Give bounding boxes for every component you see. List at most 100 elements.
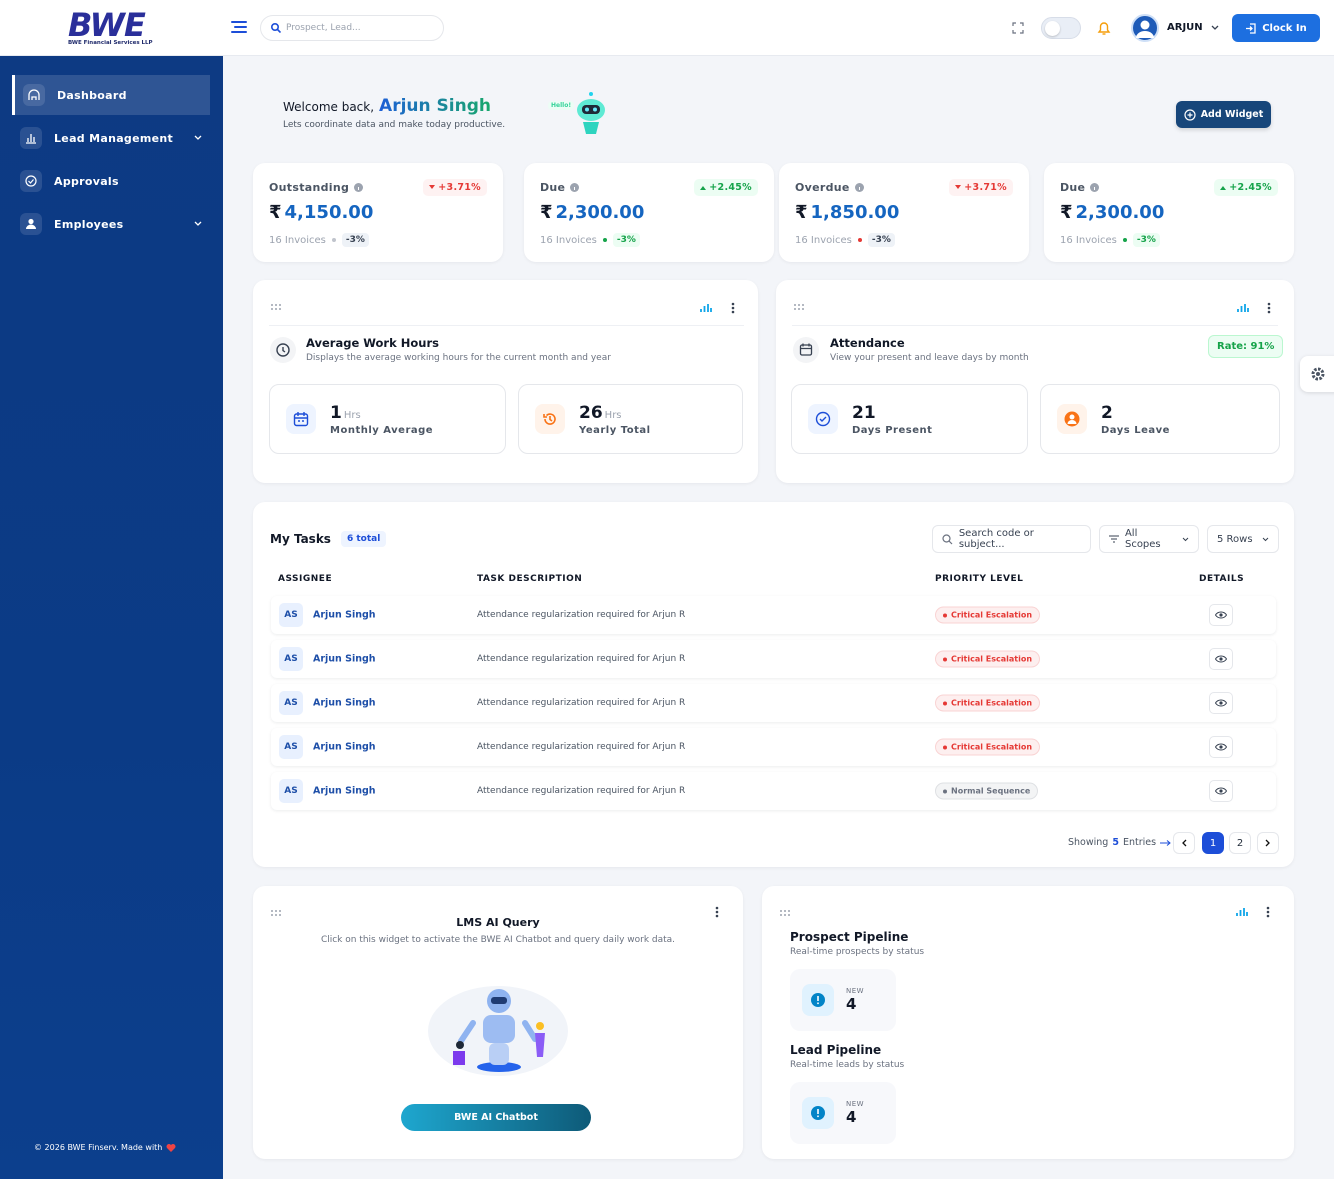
view-button[interactable]: [1209, 604, 1233, 626]
pipeline-title: Lead Pipeline: [790, 1043, 882, 1057]
page-button[interactable]: 1: [1202, 832, 1224, 854]
history-icon: [543, 413, 556, 425]
metric-text: 26 Hrs Yearly Total: [579, 403, 651, 436]
dot: [602, 238, 607, 242]
view-button[interactable]: [1209, 736, 1233, 758]
drag-handle[interactable]: [271, 304, 281, 312]
clock-in-button[interactable]: Clock In: [1232, 14, 1320, 42]
widget-title: Average Work Hours: [306, 336, 439, 350]
view-button[interactable]: [1209, 780, 1233, 802]
status-count: 4: [846, 1108, 857, 1126]
search-box[interactable]: Prospect, Lead...: [260, 15, 444, 41]
tasks-count: 6 total: [340, 531, 387, 547]
nav-item[interactable]: Approvals: [12, 161, 210, 201]
clock-in-icon: [1246, 22, 1256, 34]
dot: [1122, 238, 1127, 242]
delta: -3%: [341, 233, 369, 247]
metric-value-row: 1 Hrs: [330, 403, 433, 423]
info-icon: [354, 183, 364, 192]
eye-icon: [1215, 655, 1227, 663]
dot: [331, 238, 336, 242]
info-icon: [1090, 183, 1100, 192]
nav-label: Dashboard: [57, 88, 127, 102]
more-icon[interactable]: [715, 906, 719, 918]
avatar[interactable]: [1131, 14, 1159, 42]
badge-icon: [811, 993, 825, 1007]
widget-title: Attendance: [830, 336, 905, 350]
welcome-greeting: Welcome back,: [283, 100, 375, 114]
assignee-name: Arjun Singh: [313, 653, 376, 665]
priority-label: Normal Sequence: [951, 786, 1031, 796]
assignee-name: Arjun Singh: [313, 785, 376, 797]
toggle-knob: [1045, 21, 1060, 36]
column-header: TASK DESCRIPTION: [477, 574, 583, 584]
status-label: NEW: [846, 1100, 865, 1108]
nav-item[interactable]: Dashboard: [12, 75, 210, 115]
drag-handle[interactable]: [780, 910, 790, 918]
rows-select[interactable]: 5 Rows: [1207, 525, 1279, 553]
top-bar: BWE BWE Financial Services LLP Prospect,…: [0, 0, 1334, 56]
task-description: Attendance regularization required for A…: [477, 786, 686, 796]
eye-icon: [1215, 699, 1227, 707]
heart-icon: [166, 1144, 176, 1152]
task-search[interactable]: Search code or subject...: [932, 525, 1091, 553]
fullscreen-icon[interactable]: [1012, 22, 1024, 34]
page-prev[interactable]: [1173, 832, 1195, 854]
view-button[interactable]: [1209, 692, 1233, 714]
status-card: NEW 4: [790, 969, 896, 1031]
change-badge: +2.45%: [1214, 179, 1278, 196]
task-row: AS Arjun Singh Attendance regularization r…: [271, 596, 1276, 634]
stat-card: Due +2.45% ₹2,300.00 16 Invoices -3%: [524, 163, 774, 262]
scope-select[interactable]: All Scopes: [1099, 525, 1199, 553]
task-description: Attendance regularization required for A…: [477, 742, 686, 752]
stat-amount: ₹1,850.00: [795, 202, 1013, 223]
chart-icon[interactable]: [1237, 303, 1249, 313]
user-chevron[interactable]: [1211, 25, 1219, 31]
priority-pill: Critical Escalation: [935, 606, 1041, 624]
rows-label: 5 Rows: [1217, 533, 1253, 545]
settings-button[interactable]: [1300, 356, 1334, 392]
invoices: 16 Invoices: [1060, 234, 1117, 246]
stat-card: Due +2.45% ₹2,300.00 16 Invoices -3%: [1044, 163, 1294, 262]
theme-toggle[interactable]: [1041, 17, 1081, 39]
drag-handle[interactable]: [794, 304, 804, 312]
pipelines: Prospect Pipeline Real-time prospects by …: [790, 930, 924, 1144]
metric-label: Days Leave: [1101, 424, 1170, 436]
bell-icon[interactable]: [1097, 20, 1111, 36]
chart-icon[interactable]: [700, 303, 712, 313]
user-name[interactable]: ARJUN: [1167, 22, 1203, 33]
lms-description: Click on this widget to activate the BWE…: [320, 935, 676, 945]
more-icon[interactable]: [1267, 302, 1271, 314]
trend-icon: [955, 185, 962, 189]
metric-label: Monthly Average: [330, 424, 434, 436]
nav-item[interactable]: Employees: [12, 204, 210, 244]
page-next[interactable]: [1257, 832, 1279, 854]
arrow-icon: [1160, 839, 1171, 846]
scope-label: All Scopes: [1124, 528, 1161, 550]
nav-item[interactable]: Lead Management: [12, 118, 210, 158]
view-button[interactable]: [1209, 648, 1233, 670]
search-placeholder: Prospect, Lead...: [286, 23, 361, 33]
chart-icon[interactable]: [1236, 907, 1248, 917]
drag-handle[interactable]: [271, 910, 281, 918]
more-icon[interactable]: [731, 302, 735, 314]
task-description: Attendance regularization required for A…: [477, 610, 686, 620]
pipeline-widget: Prospect Pipeline Real-time prospects by …: [762, 886, 1294, 1159]
widget-description: View your present and leave days by mont…: [830, 353, 1029, 363]
info-icon: [854, 183, 864, 192]
assignee-initials: AS: [279, 603, 303, 627]
metric-box: 26 Hrs Yearly Total: [518, 384, 743, 454]
metric-label: Yearly Total: [579, 424, 651, 436]
add-widget-button[interactable]: Add Widget: [1176, 101, 1271, 128]
column-header: PRIORITY LEVEL: [935, 574, 1024, 584]
menu-icon[interactable]: [231, 20, 247, 34]
currency: ₹: [269, 202, 282, 223]
metric-icon: [286, 404, 316, 434]
more-icon[interactable]: [1266, 906, 1270, 918]
assignee-name: Arjun Singh: [313, 741, 376, 753]
page-button[interactable]: 2: [1229, 832, 1251, 854]
info-icon: [354, 183, 364, 192]
lms-widget: LMS AI Query Click on this widget to act…: [253, 886, 743, 1159]
chatbot-button[interactable]: BWE AI Chatbot: [401, 1104, 591, 1131]
